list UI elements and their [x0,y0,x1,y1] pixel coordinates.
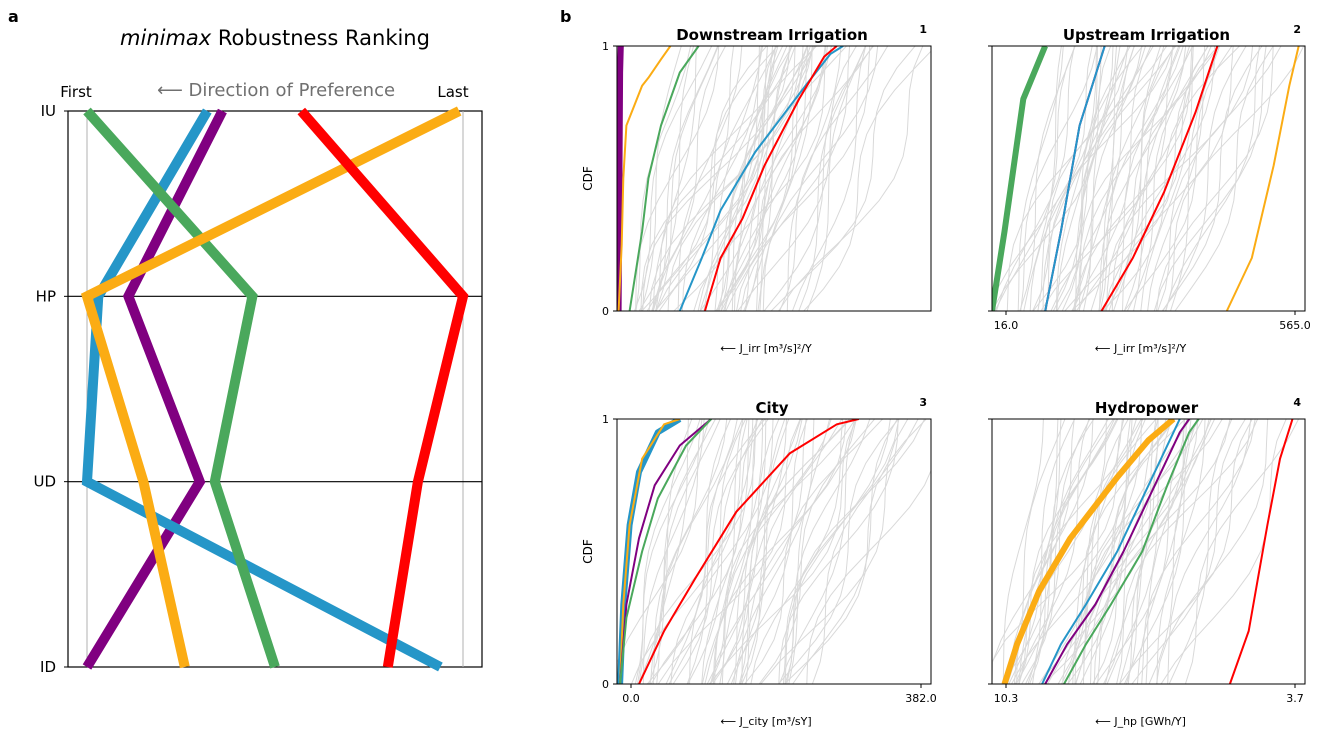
x-axis-label: ⟵ J_irr [m³/s]²/Y [1095,342,1187,355]
x-tick-label: 382.0 [905,692,937,705]
panel-title: Hydropower [1095,399,1199,417]
axes-frame [617,419,931,684]
background-cdf-line [718,46,792,311]
panel-letter-a: a [8,7,19,26]
objective-axis-label: HP [36,287,56,305]
background-cdf-line [1030,46,1101,311]
panel-title: Downstream Irrigation [676,26,868,44]
x-tick-label: 10.3 [994,692,1019,705]
objective-axis-label: IU [41,102,56,120]
ranking-line-red [301,111,463,667]
y-axis-label: CDF [581,166,595,191]
background-cdf-line [1185,419,1298,684]
cdf-line-red [1102,46,1218,311]
cdf-curves [619,46,936,311]
background-cdf-line [1142,419,1256,684]
background-cdf-line [992,419,1124,684]
background-cdf-line [653,46,734,311]
cdf-curves [992,419,1299,684]
panel-letter-b: b [560,7,571,26]
y-axis-label: CDF [581,539,595,564]
panel-number: 2 [1293,23,1301,36]
background-cdf-line [785,419,924,684]
last-label: Last [437,83,468,101]
y-tick-label: 1 [602,40,609,53]
background-cdf-line [650,419,688,684]
x-tick-label: 3.7 [1286,692,1304,705]
panel-title: Upstream Irrigation [1063,26,1230,44]
x-tick-label: 16.0 [994,319,1019,332]
cdf-panel-4: Hydropower 4 10.3 3.7 ⟵ J_hp [GWh/Y] [988,396,1305,728]
background-cdf-line [1149,419,1215,684]
background-cdf-line [738,46,857,311]
cdf-panels: Downstream Irrigation 1 0 1 CDF ⟵ J_irr [m³/s… [581,23,1311,728]
y-tick-label: 0 [602,678,609,691]
background-cdf-line [649,46,795,311]
x-tick-label: 565.0 [1279,319,1311,332]
x-axis-label: ⟵ J_hp [GWh/Y] [1095,715,1186,728]
background-cdf-line [807,419,941,684]
background-cdf-line [787,46,841,311]
background-cdf-line [641,46,775,311]
x-tick-label: 0.0 [622,692,640,705]
background-cdf-line [1109,46,1193,311]
background-cdf-line [744,46,873,311]
cdf-curves [992,46,1304,311]
panel-number: 1 [919,23,927,36]
cdf-panel-1: Downstream Irrigation 1 0 1 CDF ⟵ J_irr [m³/s… [581,23,936,355]
objective-axis-label: ID [40,658,56,676]
background-cdf-line [785,419,890,684]
x-axis-label: ⟵ J_city [m³/sY] [720,715,811,728]
panel-title: City [755,399,788,417]
direction-of-preference: ⟵ Direction of Preference [157,80,395,101]
cdf-panel-3: City 3 0 1 CDF 0.0 382.0 ⟵ J_city [m³/sY] [581,396,941,728]
cdf-curves [617,419,941,684]
y-tick-label: 0 [602,305,609,318]
y-tick-label: 1 [602,413,609,426]
cdf-panel-2: Upstream Irrigation 2 16.0 565.0 ⟵ J_irr [m³… [988,23,1311,355]
panel-number: 3 [919,396,927,409]
title-rest: Robustness Ranking [211,26,430,50]
title-italic: minimax [120,26,212,50]
objective-axis-label: UD [33,473,56,491]
background-cdf-line [1166,46,1304,311]
background-cdf-line [784,419,926,684]
x-axis-label: ⟵ J_irr [m³/s]²/Y [720,342,812,355]
parallel-plot-title: minimax Robustness Ranking [120,26,430,50]
first-label: First [60,83,92,101]
parallel-coordinates-plot: IU HP UD ID [33,102,482,676]
panel-number: 4 [1293,396,1301,409]
background-cdf-line [812,419,918,684]
